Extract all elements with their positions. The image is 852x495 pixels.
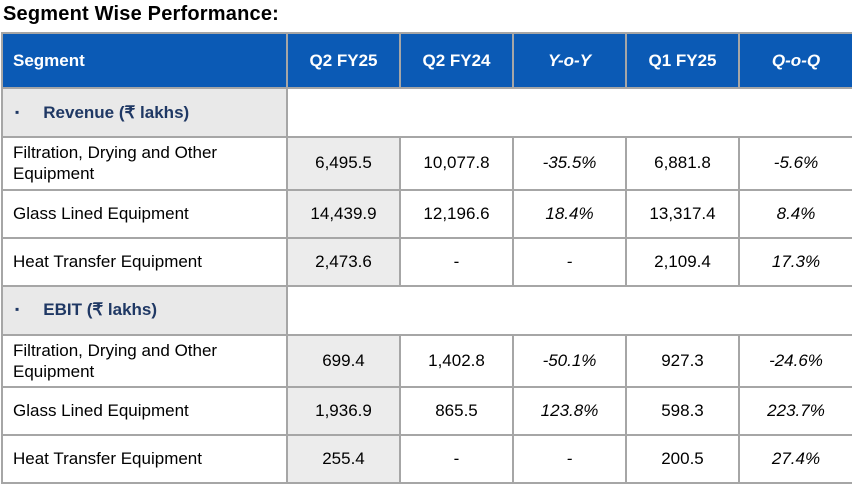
value-cell-q2fy24: 865.5: [399, 386, 514, 436]
value-cell-q2fy25: 699.4: [286, 333, 401, 388]
value-cell-qoq: 8.4%: [738, 188, 852, 239]
value-cell-q1fy25: 2,109.4: [625, 236, 740, 287]
table-row: Heat Transfer Equipment 255.4- -200.5 27.4%: [1, 434, 852, 484]
segment-name-cell: Filtration, Drying and Other Equipment: [1, 136, 288, 191]
value-cell-qoq: -5.6%: [738, 136, 852, 191]
value-cell-q2fy25: 255.4: [286, 434, 401, 484]
section-header-cell: ▪ Revenue (₹ lakhs): [1, 87, 288, 138]
page-title: Segment Wise Performance:: [3, 3, 280, 25]
segment-name-cell: Heat Transfer Equipment: [1, 434, 288, 484]
segment-name-cell: Filtration, Drying and Other Equipment: [1, 333, 288, 388]
section-label: Revenue (₹ lakhs): [43, 102, 190, 122]
square-bullet-icon: ▪: [15, 104, 20, 119]
column-header-q2fy24: Q2 FY24: [399, 32, 514, 89]
table-row: Glass Lined Equipment 14,439.9 12,196.6 18.…: [1, 188, 852, 239]
table-row: Heat Transfer Equipment 2,473.6- -2,109.4 1…: [1, 236, 852, 287]
value-cell-q1fy25: 598.3: [625, 386, 740, 436]
value-cell-q2fy25: 1,936.9: [286, 386, 401, 436]
square-bullet-icon: ▪: [15, 302, 20, 316]
value-cell-yoy: -: [512, 434, 627, 484]
section-label: EBIT (₹ lakhs): [43, 300, 158, 319]
value-cell-q1fy25: 6,881.8: [625, 136, 740, 191]
section-spacer-cell: [286, 284, 852, 336]
column-header-q2fy25: Q2 FY25: [286, 32, 401, 89]
segment-name-cell: Glass Lined Equipment: [1, 386, 288, 436]
value-cell-qoq: 223.7%: [738, 386, 852, 436]
value-cell-qoq: 17.3%: [738, 236, 852, 287]
column-header-segment: Segment: [1, 32, 288, 89]
value-cell-q2fy25: 2,473.6: [286, 236, 401, 287]
section-row: ▪ Revenue (₹ lakhs): [1, 87, 852, 138]
value-cell-q2fy24: -: [399, 236, 514, 287]
table-row: Glass Lined Equipment 1,936.9 865.5 123.8% 5…: [1, 386, 852, 436]
section-header-cell: ▪ EBIT (₹ lakhs): [1, 284, 288, 336]
column-header-yoy: Y-o-Y: [512, 32, 627, 89]
table-row: Filtration, Drying and Other Equipment 69…: [1, 333, 852, 388]
value-cell-q1fy25: 200.5: [625, 434, 740, 484]
value-cell-yoy: 123.8%: [512, 386, 627, 436]
value-cell-yoy: -35.5%: [512, 136, 627, 191]
section-spacer-cell: [286, 87, 852, 138]
value-cell-q2fy25: 14,439.9: [286, 188, 401, 239]
value-cell-q1fy25: 13,317.4: [625, 188, 740, 239]
value-cell-q2fy24: -: [399, 434, 514, 484]
value-cell-q2fy25: 6,495.5: [286, 136, 401, 191]
value-cell-q2fy24: 1,402.8: [399, 333, 514, 388]
value-cell-q1fy25: 927.3: [625, 333, 740, 388]
value-cell-q2fy24: 10,077.8: [399, 136, 514, 191]
value-cell-yoy: 18.4%: [512, 188, 627, 239]
value-cell-qoq: 27.4%: [738, 434, 852, 484]
segment-name-cell: Glass Lined Equipment: [1, 188, 288, 239]
value-cell-qoq: -24.6%: [738, 333, 852, 388]
segment-performance-table: Segment Q2 FY25 Q2 FY24 Y-o-Y Q1 FY25 Q-…: [1, 32, 852, 484]
section-row: ▪ EBIT (₹ lakhs): [1, 284, 852, 336]
segment-name-cell: Heat Transfer Equipment: [1, 236, 288, 287]
value-cell-q2fy24: 12,196.6: [399, 188, 514, 239]
value-cell-yoy: -: [512, 236, 627, 287]
table-row: Filtration, Drying and Other Equipment 6,…: [1, 136, 852, 191]
column-header-q1fy25: Q1 FY25: [625, 32, 740, 89]
column-header-qoq: Q-o-Q: [738, 32, 852, 89]
value-cell-yoy: -50.1%: [512, 333, 627, 388]
table-header-row: Segment Q2 FY25 Q2 FY24 Y-o-Y Q1 FY25 Q-…: [1, 32, 852, 89]
table-body: ▪ Revenue (₹ lakhs) Filtration, Drying and…: [1, 87, 852, 484]
